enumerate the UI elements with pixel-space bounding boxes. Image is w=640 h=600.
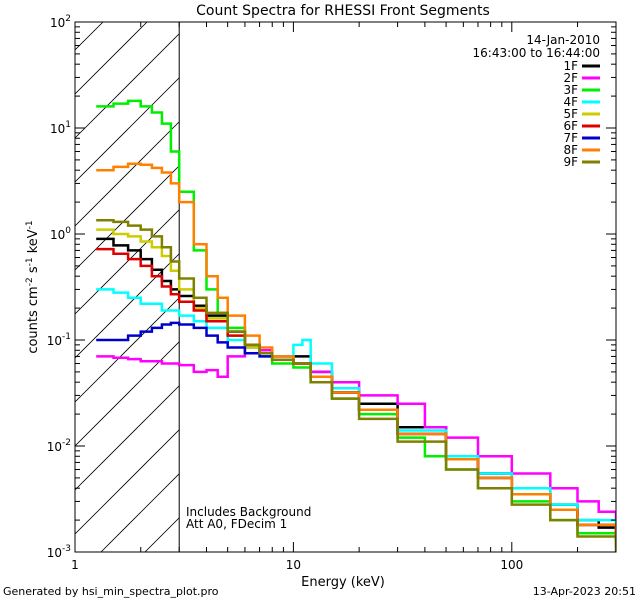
x-axis-label: Energy (keV) xyxy=(301,575,385,590)
legend-label-7F: 7F xyxy=(563,131,578,145)
timestamp-footer: 13-Apr-2023 20:51 xyxy=(533,585,636,598)
generated-by-footer: Generated by hsi_min_spectra_plot.pro xyxy=(3,585,219,598)
x-tick-label: 100 xyxy=(500,558,523,572)
legend-label-6F: 6F xyxy=(563,119,578,133)
hatch-line xyxy=(75,22,192,139)
y-tick-label: 101 xyxy=(50,120,71,136)
hatch-line xyxy=(75,22,324,271)
hatch-mask xyxy=(179,22,616,552)
series-line-9F xyxy=(96,218,616,552)
y-tick-label: 10-2 xyxy=(47,438,71,454)
y-tick-label: 10-1 xyxy=(47,332,71,348)
annotation-background: Includes Background xyxy=(186,505,311,519)
legend-label-2F: 2F xyxy=(563,71,578,85)
hatch-line xyxy=(75,22,280,227)
hatch-line xyxy=(75,22,368,315)
legend-label-8F: 8F xyxy=(563,143,578,157)
x-tick-label: 1 xyxy=(71,558,79,572)
y-tick-label: 10-3 xyxy=(47,544,71,560)
legend-label-5F: 5F xyxy=(563,107,578,121)
legend-label-4F: 4F xyxy=(563,95,578,109)
y-tick-label: 102 xyxy=(50,14,71,30)
legend-label-3F: 3F xyxy=(563,83,578,97)
y-axis-label: counts cm-2 s-1 keV-1 xyxy=(25,220,41,353)
x-tick-label: 10 xyxy=(286,558,301,572)
date-label: 14-Jan-2010 xyxy=(526,33,600,47)
annotation-attenuator: Att A0, FDecim 1 xyxy=(186,517,287,531)
hatch-line xyxy=(75,22,236,183)
excluded-region-hatch xyxy=(75,22,616,552)
legend-label-9F: 9F xyxy=(563,155,578,169)
legend-label-1F: 1F xyxy=(563,59,578,73)
axis-ticks xyxy=(74,21,617,553)
plot-frame xyxy=(74,21,617,553)
y-tick-label: 100 xyxy=(50,226,71,242)
time-range-label: 16:43:00 to 16:44:00 xyxy=(473,46,600,60)
chart-title: Count Spectra for RHESSI Front Segments xyxy=(196,3,490,19)
